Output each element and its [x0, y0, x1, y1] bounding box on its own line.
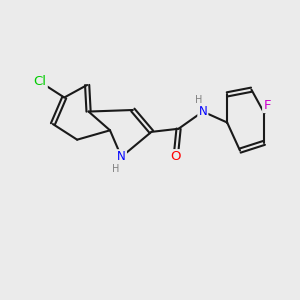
Text: N: N	[199, 105, 207, 118]
Text: N: N	[117, 150, 126, 164]
Text: F: F	[263, 99, 271, 112]
Text: Cl: Cl	[34, 75, 46, 88]
Text: O: O	[170, 150, 181, 164]
Text: H: H	[112, 164, 119, 175]
Text: H: H	[195, 95, 202, 105]
